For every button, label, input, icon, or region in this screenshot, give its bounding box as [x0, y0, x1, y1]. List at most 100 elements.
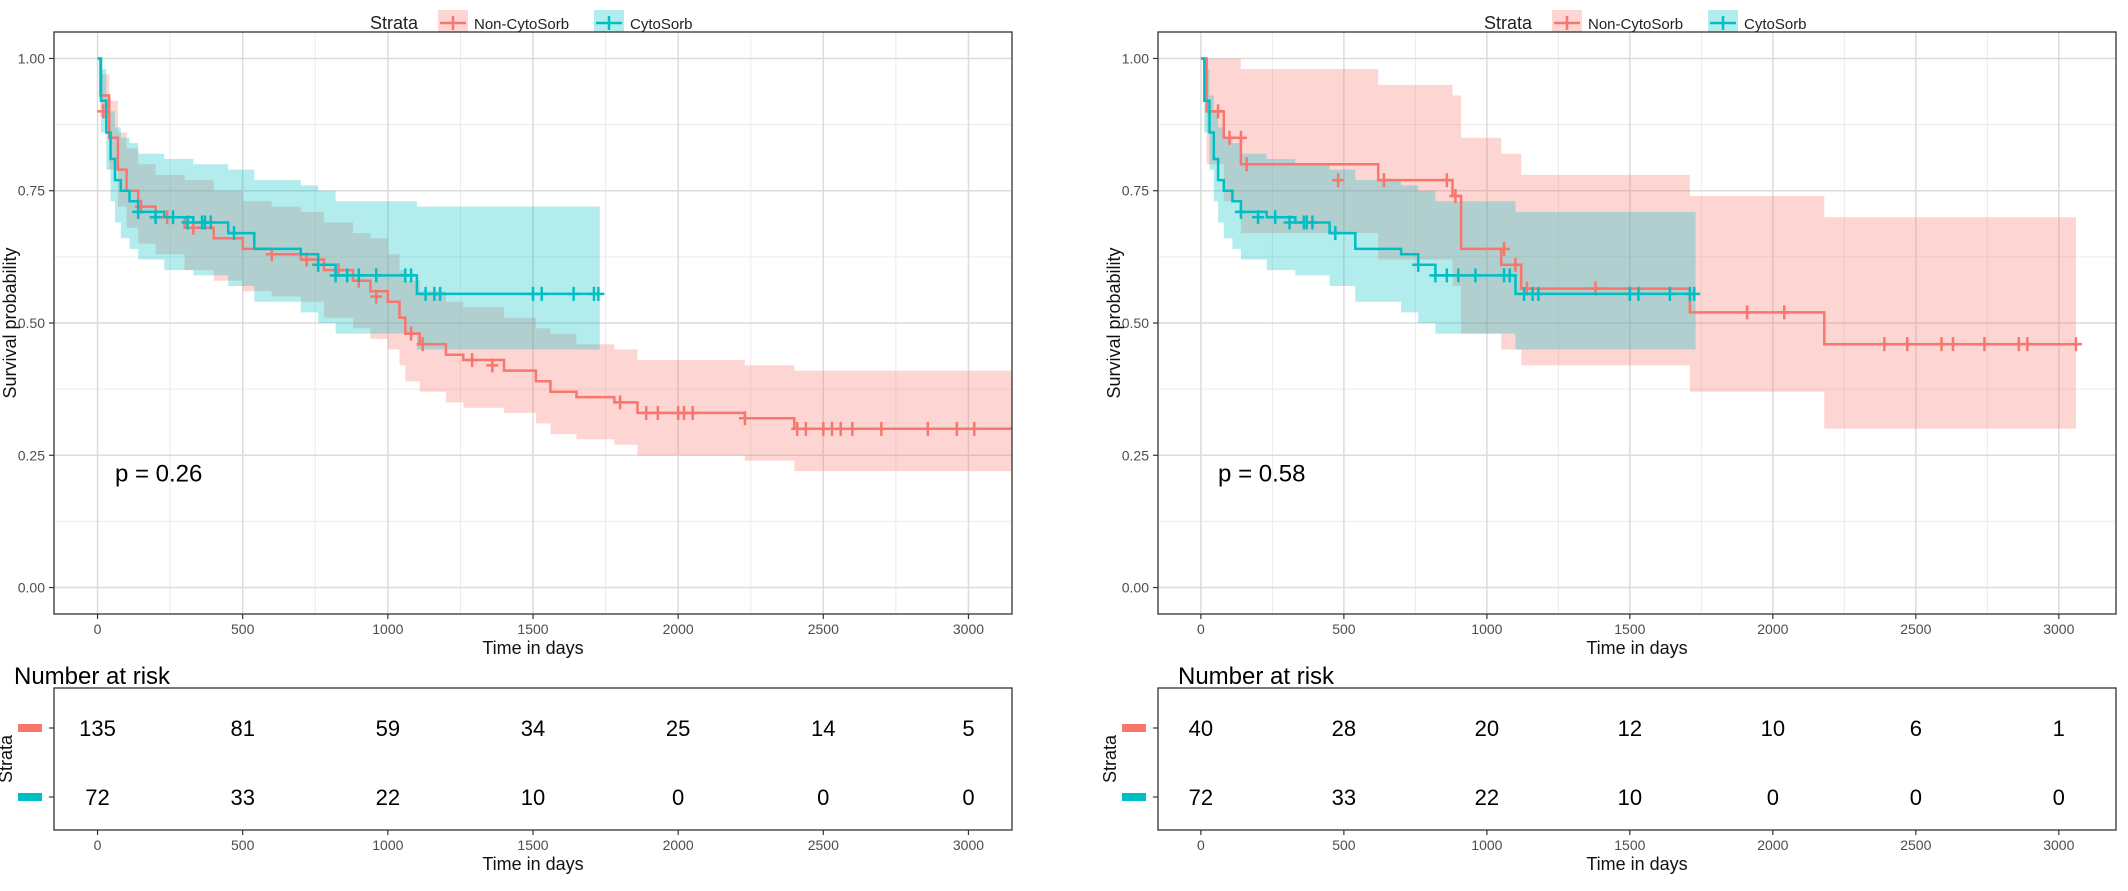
risk-count: 0	[672, 785, 684, 810]
risk-count: 10	[1761, 716, 1785, 741]
risk-y-axis-label: Strata	[1100, 734, 1120, 783]
x-tick-label: 3000	[2043, 621, 2074, 637]
x-tick-label: 500	[231, 621, 255, 637]
risk-x-tick-label: 1500	[1614, 837, 1645, 853]
y-tick-label: 1.00	[18, 50, 45, 66]
risk-x-tick-label: 1000	[372, 837, 403, 853]
risk-row-key-1	[18, 793, 42, 801]
risk-count: 81	[230, 716, 254, 741]
right-panel: Strata Non-CytoSorb CytoSorb 0.00 0.25 0.50 0.…	[1100, 10, 2117, 874]
risk-count: 135	[79, 716, 116, 741]
ci-band-non-cytosorb	[1200, 58, 2076, 429]
risk-count: 34	[521, 716, 545, 741]
risk-x-tick-label: 0	[94, 837, 102, 853]
x-tick-label: 1500	[517, 621, 548, 637]
legend-label-0: Non-CytoSorb	[1588, 16, 1683, 33]
risk-x-axis-label: Time in days	[1586, 854, 1687, 874]
risk-count: 40	[1189, 716, 1213, 741]
legend: Strata Non-CytoSorb CytoSorb	[1484, 10, 1807, 36]
y-tick-label: 0.75	[1122, 183, 1149, 199]
risk-y-axis-label: Strata	[0, 734, 16, 783]
risk-x-tick-label: 2000	[1757, 837, 1788, 853]
survival-curve-non-cytosorb	[97, 57, 1012, 431]
risk-x-tick-label: 500	[231, 837, 255, 853]
risk-x-tick-label: 2500	[1900, 837, 1931, 853]
risk-count: 0	[1767, 785, 1779, 810]
x-tick-label: 3000	[953, 621, 984, 637]
risk-count: 6	[1910, 716, 1922, 741]
risk-count: 0	[817, 785, 829, 810]
risk-x-tick-label: 500	[1332, 837, 1356, 853]
y-axis-label: Survival probability	[0, 247, 20, 398]
risk-count: 72	[1189, 785, 1213, 810]
risk-x-tick-label: 0	[1197, 837, 1205, 853]
y-axis-label: Survival probability	[1104, 247, 1124, 398]
legend-label-1: CytoSorb	[1744, 16, 1807, 33]
x-tick-label: 0	[94, 621, 102, 637]
x-tick-label: 2000	[663, 621, 694, 637]
censor-marks-cytosorb	[1234, 204, 1701, 301]
risk-count: 28	[1332, 716, 1356, 741]
risk-count: 25	[666, 716, 690, 741]
risk-x-tick-label: 1000	[1471, 837, 1502, 853]
risk-x-tick-label: 2500	[808, 837, 839, 853]
legend-label-1: CytoSorb	[630, 16, 693, 33]
x-axis-label: Time in days	[482, 638, 583, 658]
risk-count: 10	[521, 785, 545, 810]
x-tick-label: 0	[1197, 621, 1205, 637]
risk-table-panel	[1157, 687, 2117, 831]
risk-row-key-0	[18, 724, 42, 732]
risk-count: 59	[376, 716, 400, 741]
y-tick-label: 1.00	[1122, 50, 1149, 66]
ci-band-cytosorb	[1200, 58, 1696, 350]
y-tick-label: 0.00	[1122, 580, 1149, 596]
risk-count: 20	[1475, 716, 1499, 741]
left-panel: Strata Non-CytoSorb CytoSorb 0.00 0.25 0.50 0.…	[0, 10, 1013, 874]
x-tick-label: 2000	[1757, 621, 1788, 637]
y-tick-label: 0.75	[18, 183, 45, 199]
x-tick-label: 2500	[808, 621, 839, 637]
x-axis-label: Time in days	[1586, 638, 1687, 658]
risk-table-panel	[53, 687, 1013, 831]
risk-count: 22	[376, 785, 400, 810]
ci-band-non-cytosorb	[97, 58, 1012, 472]
risk-table-title: Number at risk	[1178, 663, 1335, 690]
y-tick-label: 0.25	[1122, 447, 1149, 463]
p-value-annotation: p = 0.58	[1218, 461, 1305, 488]
risk-count: 0	[2053, 785, 2065, 810]
legend-title: Strata	[1484, 13, 1533, 33]
risk-table-title: Number at risk	[14, 663, 171, 690]
risk-count: 5	[962, 716, 974, 741]
risk-row-key-0	[1122, 724, 1146, 732]
risk-row-key-1	[1122, 793, 1146, 801]
legend-title: Strata	[370, 13, 419, 33]
y-tick-label: 0.50	[1122, 315, 1149, 331]
x-tick-label: 1000	[372, 621, 403, 637]
x-tick-label: 1500	[1614, 621, 1645, 637]
risk-count: 14	[811, 716, 835, 741]
p-value-annotation: p = 0.26	[115, 461, 202, 488]
risk-count: 10	[1618, 785, 1642, 810]
risk-count: 1	[2053, 716, 2065, 741]
risk-count: 12	[1618, 716, 1642, 741]
grid	[1158, 32, 2116, 614]
risk-x-tick-label: 1500	[517, 837, 548, 853]
risk-x-tick-label: 3000	[953, 837, 984, 853]
risk-x-tick-label: 2000	[663, 837, 694, 853]
y-tick-label: 0.00	[18, 580, 45, 596]
risk-x-tick-label: 3000	[2043, 837, 2074, 853]
censor-marks-cytosorb	[132, 204, 605, 301]
risk-count: 0	[1910, 785, 1922, 810]
risk-count: 0	[962, 785, 974, 810]
ci-band-cytosorb	[97, 58, 600, 350]
y-tick-label: 0.25	[18, 447, 45, 463]
risk-count: 33	[1332, 785, 1356, 810]
risk-count: 33	[230, 785, 254, 810]
risk-count: 22	[1475, 785, 1499, 810]
y-tick-label: 0.50	[18, 315, 45, 331]
risk-count: 72	[85, 785, 109, 810]
risk-x-axis-label: Time in days	[482, 854, 583, 874]
x-tick-label: 500	[1332, 621, 1356, 637]
